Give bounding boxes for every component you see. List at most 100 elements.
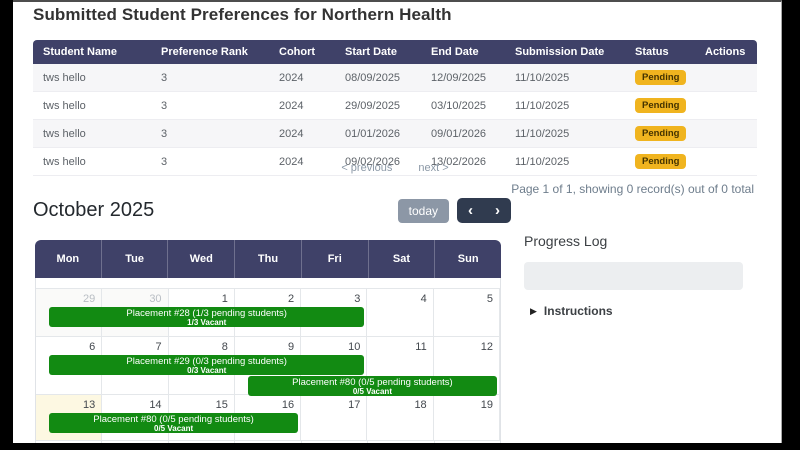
cell-start: 09/02/2026 [335,147,421,176]
weekday-tue: Tue [102,240,169,278]
cell-submitted: 11/10/2025 [505,91,625,120]
day-cell-16[interactable]: 16 [235,395,302,440]
cell-status: Pending [625,147,695,176]
event-title: Placement #80 (0/5 pending students) [93,414,254,425]
day-number: 18 [414,399,427,411]
day-cell-17[interactable]: 17 [301,395,368,440]
event-title: Placement #80 (0/5 pending students) [292,377,453,388]
table-row: tws hello 3 2024 09/02/2026 13/02/2026 11/10/… [33,147,757,176]
day-cell-4[interactable]: 4 [367,289,434,336]
month-calendar: Mon Tue Wed Thu Fri Sat Sun 29 30 1 2 3 4 5 Placement… [35,240,501,443]
weekday-fri: Fri [302,240,369,278]
day-number: 8 [221,341,228,353]
instructions-label: Instructions [543,304,613,318]
day-cell-5[interactable]: 5 [434,289,500,336]
cell-cohort: 2024 [269,91,335,120]
day-number: 16 [281,399,295,411]
calendar-event[interactable]: Placement #80 (0/5 pending students) 0/5 … [49,413,299,433]
day-cell[interactable] [169,441,236,443]
cell-student: tws hello [33,91,151,120]
status-badge: Pending [635,70,687,85]
cell-rank: 3 [151,64,269,92]
chevron-left-icon: ‹ [468,202,473,219]
day-cell[interactable] [235,441,302,443]
status-badge: Pending [635,98,687,113]
previous-page-link[interactable]: < previous [341,162,393,174]
calendar-prev-button[interactable]: ‹ [457,198,484,223]
day-cell[interactable] [435,441,500,443]
column-header-preference-rank: Preference Rank [151,40,269,64]
progress-log-box [524,262,743,290]
event-vacancy: 0/5 Vacant [154,424,194,433]
calendar-weekday-header: Mon Tue Wed Thu Fri Sat Sun [35,240,501,278]
chevron-right-icon: › [495,202,500,219]
day-cell[interactable] [302,441,369,443]
calendar-event[interactable]: Placement #28 (1/3 pending students) 1/3 … [49,307,365,327]
column-header-cohort: Cohort [269,40,335,64]
cell-submitted: 11/10/2025 [505,119,625,148]
day-cell[interactable] [102,441,169,443]
weekday-wed: Wed [168,240,236,278]
day-number: 15 [215,399,228,411]
weekday-sun: Sun [457,253,479,265]
next-page-link[interactable]: next > [418,162,449,174]
event-vacancy: 1/3 Vacant [187,318,227,327]
day-cell-19[interactable]: 19 [434,395,500,440]
day-number: 3 [354,293,361,305]
column-header-status: Status [625,40,695,64]
cell-end: 03/10/2025 [421,91,505,120]
calendar-buttons: today ‹ › [397,198,511,223]
calendar-week: 29 30 1 2 3 4 5 Placement #28 (1/3 pending stud… [36,288,500,336]
cell-actions [695,64,757,92]
table-row: tws hello 3 2024 08/09/2025 12/09/2025 11/10/… [33,64,757,92]
event-title: Placement #29 (0/3 pending students) [126,356,287,367]
table-row: tws hello 3 2024 01/01/2026 09/01/2026 11/10/… [33,119,757,148]
day-number: 11 [415,341,427,353]
column-header-actions: Actions [695,40,757,64]
progress-log-panel: Progress Log ▶ Instructions [524,233,743,318]
day-cell-12[interactable]: 12 [434,337,500,394]
weekday-mon: Mon [35,240,102,278]
calendar-event[interactable]: Placement #29 (0/3 pending students) 0/3 … [49,355,365,375]
day-cell[interactable] [36,441,103,443]
cell-end: 13/02/2026 [421,147,505,176]
page-title: Submitted Student Preferences for Northe… [33,5,452,24]
pagination: < previous next > [33,162,757,174]
calendar-nav-group: ‹ › [457,198,511,223]
day-number: 29 [83,293,96,305]
event-title: Placement #28 (1/3 pending students) [126,308,287,319]
day-number: 10 [348,341,361,353]
cell-actions [695,91,757,120]
cell-cohort: 2024 [269,147,335,176]
cell-rank: 3 [151,91,269,120]
cell-submitted: 11/10/2025 [505,147,625,176]
instructions-toggle[interactable]: ▶ Instructions [524,304,743,318]
app-viewport: Submitted Student Preferences for Northe… [13,0,782,443]
day-cell-11[interactable]: 11 [367,337,434,394]
table-row: tws hello 3 2024 29/09/2025 03/10/2025 11/10/… [33,91,757,120]
calendar-next-button[interactable]: › [484,198,511,223]
day-number: 2 [288,293,295,305]
preferences-table: Student Name Preference Rank Cohort Start D… [33,40,757,176]
cell-start: 29/09/2025 [335,91,421,120]
calendar-week [36,440,500,443]
calendar-title: October 2025 [33,199,155,221]
day-cell-10[interactable]: 10 [301,337,368,394]
day-number: 19 [480,399,493,411]
cell-status: Pending [625,64,695,92]
day-number: 6 [89,341,96,353]
event-vacancy: 0/3 Vacant [187,366,227,375]
day-cell-18[interactable]: 18 [367,395,434,440]
weekday-sat: Sat [369,240,436,278]
page-info: Page 1 of 1, showing 0 record(s) out of … [511,182,754,196]
calendar-week: 13 14 15 16 17 18 19 Placement #80 (0/5 pending… [36,394,500,440]
day-cell[interactable] [368,441,435,443]
cell-student: tws hello [33,119,151,148]
cell-status: Pending [625,119,695,148]
cell-student: tws hello [33,147,151,176]
today-button[interactable]: today [397,198,449,223]
day-cell-3[interactable]: 3 [301,289,368,336]
calendar-event[interactable]: Placement #80 (0/5 pending students) 0/5 … [247,376,497,396]
event-vacancy: 0/5 Vacant [352,387,392,396]
cell-rank: 3 [151,119,269,148]
